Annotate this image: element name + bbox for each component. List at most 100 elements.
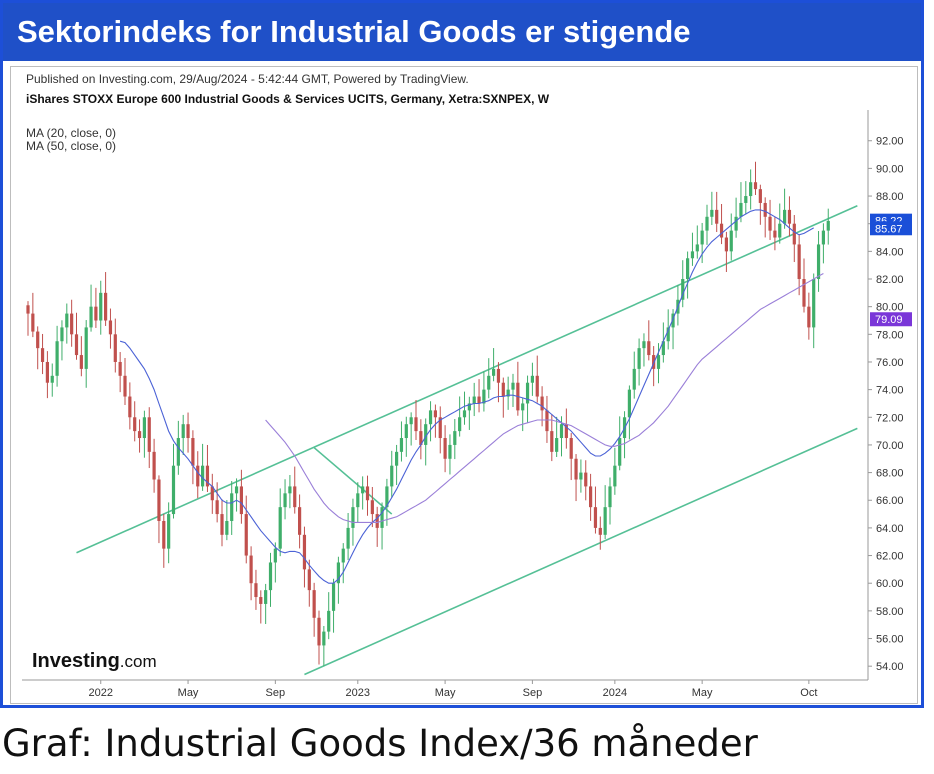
candle-down xyxy=(574,458,578,480)
chart-caption: Graf: Industrial Goods Index/36 måneder xyxy=(2,722,758,765)
y-tick-label: 76.00 xyxy=(876,357,904,369)
candle-down xyxy=(773,230,777,238)
candle-up xyxy=(176,438,180,466)
candle-up xyxy=(288,486,292,494)
instrument-title: iShares STOXX Europe 600 Industrial Good… xyxy=(26,92,550,106)
candle-down xyxy=(210,486,214,501)
price-tag-ma50 xyxy=(870,312,912,327)
candle-up xyxy=(395,451,399,466)
candle-up xyxy=(579,472,583,480)
candle-up xyxy=(404,424,408,439)
candle-down xyxy=(802,279,806,307)
y-tick-label: 54.00 xyxy=(876,661,904,673)
ma20-label: MA (20, close, 0) xyxy=(26,126,117,140)
candle-up xyxy=(346,527,350,549)
candle-up xyxy=(225,520,229,535)
candle-down xyxy=(104,292,108,321)
y-tick-label: 60.00 xyxy=(876,578,904,590)
candle-up xyxy=(273,548,277,563)
candle-up xyxy=(690,251,695,259)
candle-down xyxy=(254,583,258,598)
candle-down xyxy=(589,486,593,508)
candle-up xyxy=(399,438,404,452)
candle-up xyxy=(336,562,340,584)
candle-down xyxy=(758,189,762,203)
candle-down xyxy=(540,396,544,411)
candle-down xyxy=(298,507,302,535)
candle-up xyxy=(812,279,816,328)
candle-up xyxy=(428,410,433,425)
candle-down xyxy=(249,555,253,584)
candle-down xyxy=(598,527,602,535)
y-tick-label: 90.00 xyxy=(876,163,904,175)
y-tick-label: 62.00 xyxy=(876,551,904,563)
candle-down xyxy=(792,223,796,245)
candle-down xyxy=(45,361,49,383)
candle-up xyxy=(55,341,59,376)
candle-down xyxy=(593,507,598,528)
candle-down xyxy=(535,375,539,397)
candle-down xyxy=(137,431,142,439)
candle-up xyxy=(60,327,64,342)
y-tick-label: 80.00 xyxy=(876,302,904,314)
candle-down xyxy=(191,438,195,466)
candle-up xyxy=(506,389,510,397)
candle-up xyxy=(525,382,530,404)
candle-down xyxy=(302,534,307,570)
candle-up xyxy=(521,403,525,411)
candle-up xyxy=(671,313,675,328)
candle-up xyxy=(467,403,471,411)
candle-up xyxy=(409,417,413,425)
x-tick-label: May xyxy=(178,687,199,699)
candle-down xyxy=(768,216,772,231)
candle-down xyxy=(70,313,74,335)
candle-up xyxy=(637,348,641,369)
candle-down xyxy=(501,382,505,397)
candle-up xyxy=(656,355,661,369)
candle-up xyxy=(448,444,452,459)
candle-up xyxy=(341,548,345,563)
candle-up xyxy=(700,230,704,245)
candle-up xyxy=(632,368,636,390)
chart-panel xyxy=(10,66,918,704)
y-tick-label: 74.00 xyxy=(876,385,904,397)
candle-up xyxy=(666,327,670,342)
candle-down xyxy=(157,479,161,521)
candle-down xyxy=(220,514,224,535)
published-info: Published on Investing.com, 29/Aug/2024 … xyxy=(26,72,469,86)
candle-down xyxy=(419,431,423,445)
y-tick-label: 72.00 xyxy=(876,412,904,424)
candle-down xyxy=(414,417,418,432)
candle-down xyxy=(307,569,311,591)
x-tick-label: 2023 xyxy=(346,687,370,699)
candle-down xyxy=(74,334,79,356)
candle-up xyxy=(608,486,612,508)
x-tick-label: Oct xyxy=(800,687,817,699)
candle-down xyxy=(118,361,122,376)
x-tick-label: Sep xyxy=(523,687,543,699)
candle-up xyxy=(331,583,336,611)
candle-up xyxy=(686,258,690,280)
candle-down xyxy=(496,368,501,383)
candle-up xyxy=(181,424,185,439)
candle-up xyxy=(826,220,830,231)
candle-down xyxy=(753,182,758,190)
y-tick-label: 88.00 xyxy=(876,191,904,203)
candle-down xyxy=(550,431,554,452)
candle-up xyxy=(492,368,496,376)
candle-down xyxy=(477,396,481,404)
candle-up xyxy=(744,196,748,203)
candle-up xyxy=(482,389,486,404)
candle-down xyxy=(569,438,573,459)
candle-up xyxy=(681,279,685,300)
candle-down xyxy=(147,417,151,452)
x-tick-label: May xyxy=(435,687,456,699)
price-tag-ma20 xyxy=(870,221,912,236)
candle-up xyxy=(385,486,389,508)
candle-up xyxy=(283,493,287,508)
investing-logo: Investing.com xyxy=(32,650,157,672)
y-tick-label: 82.00 xyxy=(876,274,904,286)
candle-down xyxy=(108,320,113,335)
ma50-label: MA (50, close, 0) xyxy=(26,139,117,153)
